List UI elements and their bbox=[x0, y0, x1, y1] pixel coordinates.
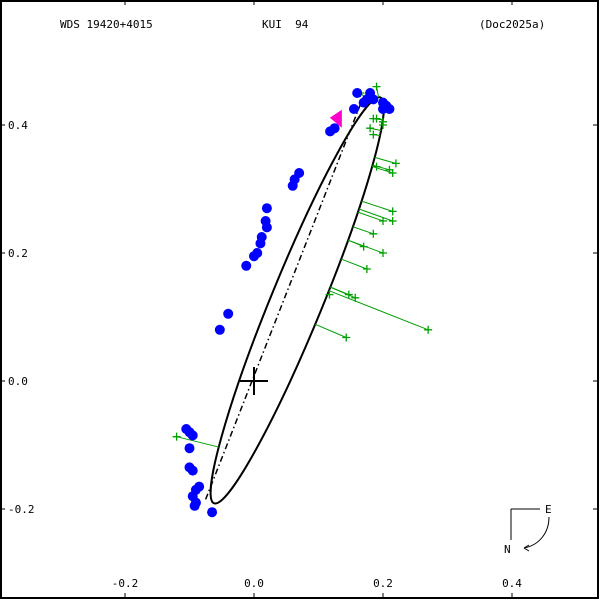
observation-points bbox=[181, 88, 395, 518]
residual-line bbox=[176, 436, 219, 448]
plus-marker bbox=[372, 114, 381, 123]
current-position-marker bbox=[329, 109, 342, 128]
plus-marker bbox=[388, 207, 397, 216]
plus-marker bbox=[325, 290, 334, 299]
plus-marker bbox=[342, 333, 351, 342]
plus-marker bbox=[379, 249, 387, 257]
plus-marker bbox=[379, 217, 387, 225]
wds-id-label: WDS 19420+4015 bbox=[60, 18, 153, 31]
observation-dot bbox=[261, 203, 272, 214]
observation-dot bbox=[348, 104, 359, 114]
apsidal-line bbox=[204, 99, 364, 500]
residual-line bbox=[374, 156, 397, 164]
y-tick-label: 0.4 bbox=[8, 119, 28, 132]
orbit-ellipse bbox=[209, 96, 385, 505]
residual-line bbox=[357, 211, 384, 222]
residual-line bbox=[340, 258, 368, 270]
discoverer-label: KUI 94 bbox=[262, 18, 309, 31]
residual-line bbox=[315, 323, 347, 338]
plus-marker bbox=[369, 130, 378, 139]
observation-dot bbox=[368, 94, 379, 105]
x-tick-label: 0.0 bbox=[244, 577, 264, 590]
x-tick-label: 0.4 bbox=[502, 577, 522, 590]
observation-dot bbox=[241, 260, 252, 271]
x-tick-label: 0.2 bbox=[373, 577, 393, 590]
observation-dot bbox=[207, 507, 218, 518]
plus-marker bbox=[372, 82, 381, 91]
plus-marker bbox=[388, 217, 397, 225]
observation-dot bbox=[384, 104, 395, 114]
observation-dot bbox=[249, 251, 259, 262]
observation-dot bbox=[358, 97, 369, 108]
residual-line bbox=[330, 286, 356, 299]
compass: E N bbox=[504, 503, 552, 556]
reference-label: (Doc2025a) bbox=[479, 18, 546, 31]
y-tick-label: 0.2 bbox=[8, 247, 28, 260]
residual-lines bbox=[176, 86, 429, 448]
residual-line bbox=[361, 200, 393, 212]
residual-line bbox=[358, 208, 393, 222]
plus-marker bbox=[359, 242, 368, 251]
compass-axes bbox=[510, 508, 540, 540]
observation-dot bbox=[189, 500, 200, 511]
observation-dot bbox=[187, 465, 198, 476]
plus-marker bbox=[362, 265, 371, 273]
observation-dot bbox=[187, 430, 198, 441]
observation-dot bbox=[287, 180, 298, 191]
y-tick-label: -0.2 bbox=[8, 503, 35, 516]
compass-rotation-arrow-icon bbox=[523, 516, 550, 549]
micrometer-points bbox=[172, 82, 433, 441]
plus-marker bbox=[344, 290, 353, 299]
current-position-triangle-icon bbox=[329, 109, 342, 128]
observation-dot bbox=[255, 238, 266, 249]
axis-tick-labels: -0.2 0.0 0.2 0.4 0.4 0.2 0.0 -0.2 bbox=[8, 119, 522, 590]
orbit-path bbox=[209, 96, 385, 505]
x-tick-label: -0.2 bbox=[112, 577, 139, 590]
plus-marker bbox=[369, 229, 378, 238]
compass-east-label: E bbox=[545, 503, 552, 516]
plus-marker bbox=[388, 169, 397, 177]
residual-line bbox=[352, 226, 374, 235]
line-of-nodes bbox=[204, 99, 364, 500]
observation-dot bbox=[214, 324, 225, 335]
compass-north-label: N bbox=[504, 543, 511, 556]
y-tick-label: 0.0 bbox=[8, 375, 28, 388]
observation-dot bbox=[352, 88, 363, 98]
observation-dot bbox=[261, 222, 272, 233]
plus-marker bbox=[424, 325, 433, 334]
plus-marker bbox=[172, 432, 181, 441]
plus-marker bbox=[391, 159, 400, 168]
residual-line bbox=[372, 164, 390, 171]
primary-star-cross-icon bbox=[240, 367, 268, 395]
plus-marker bbox=[351, 293, 360, 302]
residual-line bbox=[328, 290, 429, 331]
plus-marker bbox=[372, 162, 381, 171]
observation-dot bbox=[325, 126, 336, 137]
observation-dot bbox=[223, 308, 234, 319]
observation-dot bbox=[184, 443, 195, 454]
plus-marker bbox=[366, 124, 375, 133]
residual-line bbox=[347, 239, 364, 248]
plus-marker bbox=[379, 121, 387, 129]
primary-star-cross bbox=[240, 367, 268, 395]
